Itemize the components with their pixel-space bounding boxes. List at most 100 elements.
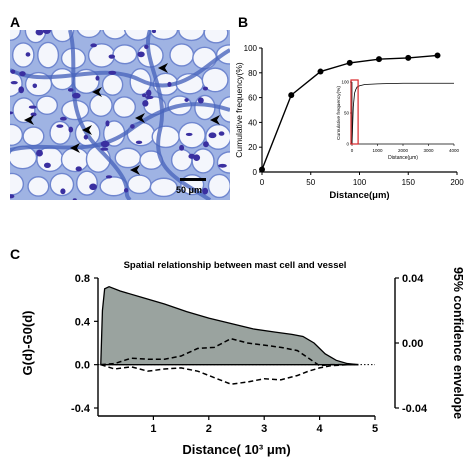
tissue-cell xyxy=(112,96,137,119)
x-tick-label: 2 xyxy=(206,423,212,435)
inset-x-tick-label: 3000 xyxy=(423,148,434,153)
g-function-area xyxy=(100,285,359,366)
nucleus xyxy=(60,188,66,195)
tissue-cell xyxy=(37,41,60,69)
inset-x-tick-label: 4000 xyxy=(449,148,460,153)
nucleus xyxy=(25,52,31,57)
nucleus xyxy=(202,86,209,91)
tissue-cell xyxy=(192,46,218,70)
tissue-nuclei xyxy=(10,30,227,200)
micrograph-image: 50 μm xyxy=(10,30,230,200)
nucleus xyxy=(179,144,185,151)
nucleus xyxy=(59,116,67,121)
data-point xyxy=(346,59,353,66)
chart-title: Spatial relationship between mast cell a… xyxy=(124,260,347,271)
nucleus xyxy=(42,30,51,34)
inset-x-tick-label: 1000 xyxy=(372,148,383,153)
data-point xyxy=(317,68,324,75)
nucleus xyxy=(193,154,201,162)
tissue-cell xyxy=(149,177,178,198)
scale-bar-label: 50 μm xyxy=(176,185,202,195)
nucleus xyxy=(56,124,64,128)
tissue-cell xyxy=(22,126,45,147)
nucleus xyxy=(142,93,147,98)
y2-tick-label: -0.04 xyxy=(402,403,428,415)
y-tick-label: 80 xyxy=(248,69,257,78)
tissue-cell xyxy=(76,170,98,196)
tissue-cells xyxy=(10,30,230,199)
data-point xyxy=(405,54,412,61)
y-axis-title: Cumulative frequency(%) xyxy=(234,62,244,158)
nucleus xyxy=(100,147,109,151)
tissue-cell xyxy=(123,30,153,41)
nucleus xyxy=(28,105,37,109)
tissue-cell xyxy=(102,30,128,40)
nucleus xyxy=(137,51,145,58)
x-axis-title: Distance(μm) xyxy=(329,190,389,201)
tissue-cell xyxy=(35,95,59,116)
arrowhead-markers xyxy=(24,63,220,175)
y2-axis-title: 95% confidence envelope xyxy=(451,267,465,419)
arrowhead-marker xyxy=(92,87,102,97)
nucleus xyxy=(72,92,81,99)
tissue-cell xyxy=(194,94,216,121)
tissue-cell xyxy=(112,44,138,65)
inset-y-tick-label: 100 xyxy=(341,80,349,85)
nucleus xyxy=(10,194,15,199)
tissue-cell xyxy=(203,30,229,44)
nucleus xyxy=(203,141,209,148)
inset-x-tick-label: 0 xyxy=(351,148,354,153)
inset-x-axis-title: Distance(μm) xyxy=(388,155,418,161)
nucleus xyxy=(89,183,97,191)
nucleus xyxy=(35,30,44,36)
nucleus xyxy=(32,83,38,89)
tissue-cell xyxy=(169,43,195,67)
tissue-cell xyxy=(170,148,193,172)
tissue-cell xyxy=(149,30,179,41)
x-tick-label: 150 xyxy=(402,178,416,187)
nucleus xyxy=(36,149,43,157)
nucleus xyxy=(72,198,77,200)
y2-tick-label: 0.00 xyxy=(402,338,423,350)
data-point xyxy=(434,52,441,59)
nucleus xyxy=(144,44,149,50)
arrowhead-marker xyxy=(70,143,80,153)
y-tick-label: 60 xyxy=(248,94,257,103)
tissue-cell xyxy=(49,120,71,145)
inset-series-line xyxy=(351,82,454,145)
nucleus xyxy=(123,188,129,193)
arrowhead-marker xyxy=(158,63,168,73)
tissue-cell xyxy=(205,123,230,150)
envelope-lower-line xyxy=(100,363,359,385)
nucleus xyxy=(142,100,149,107)
arrowhead-marker xyxy=(210,115,220,125)
chart-b: 0 50 100 150 200020406080100Distance(μm)Cumu… xyxy=(234,44,464,201)
x-tick-label: 0 xyxy=(260,178,265,187)
tissue-cell xyxy=(60,147,90,173)
nucleus xyxy=(184,98,189,102)
nucleus xyxy=(167,81,172,87)
x-tick-label: 5 xyxy=(372,423,378,435)
tissue-cell xyxy=(114,147,142,169)
nucleus xyxy=(30,112,37,117)
inset-y-axis-title: Cumulative frequency(%) xyxy=(336,86,342,140)
data-point xyxy=(376,56,382,63)
tissue-cell xyxy=(49,172,75,197)
nucleus xyxy=(19,71,26,77)
tissue-cell xyxy=(11,42,35,68)
arrowhead-marker xyxy=(24,115,34,125)
inset-y-tick-label: 50 xyxy=(344,111,350,116)
data-point xyxy=(288,92,295,99)
y-tick-label: 0.4 xyxy=(75,316,91,328)
inset-highlight-box xyxy=(350,79,359,145)
x-tick-label: 1 xyxy=(150,423,156,435)
data-point xyxy=(259,166,265,173)
stroma-strand xyxy=(146,30,212,200)
nucleus xyxy=(135,140,143,145)
y-tick-label: 0.8 xyxy=(75,273,90,285)
nucleus xyxy=(145,89,152,97)
x-tick-label: 100 xyxy=(353,178,367,187)
tissue-cell xyxy=(12,97,36,124)
panel-letter-b: B xyxy=(238,14,249,30)
nucleus xyxy=(90,43,97,48)
